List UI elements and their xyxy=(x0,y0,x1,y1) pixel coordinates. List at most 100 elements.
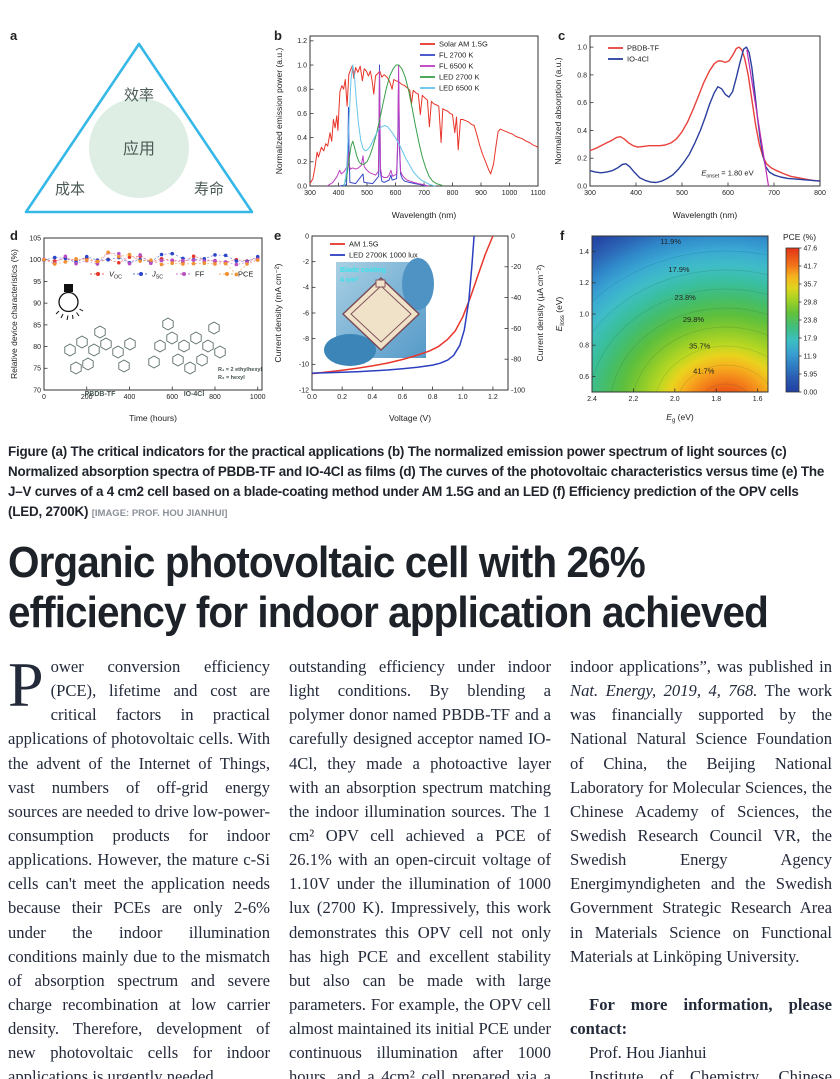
svg-text:70: 70 xyxy=(33,387,41,394)
svg-text:2.0: 2.0 xyxy=(670,396,680,403)
svg-text:-100: -100 xyxy=(511,387,525,394)
label-efficiency: 效率 xyxy=(124,87,154,104)
svg-text:17.9%: 17.9% xyxy=(668,265,690,274)
svg-text:2.2: 2.2 xyxy=(629,396,639,403)
colorbar-title: PCE (%) xyxy=(783,232,816,242)
svg-text:23.8: 23.8 xyxy=(804,317,818,324)
svg-text:PCE: PCE xyxy=(238,270,253,279)
contact-name: Prof. Hou Jianhui xyxy=(589,1043,707,1063)
svg-text:-4: -4 xyxy=(303,285,309,292)
svg-text:0.0: 0.0 xyxy=(297,183,307,190)
molecule-label-pbdb-tf: PBDB-TF xyxy=(85,391,116,398)
jv-curves-chart: Voltage (V) Current density (mA cm⁻²) Cu… xyxy=(273,233,545,423)
contact-affiliation: Institute of Chemistry, Chinese Academy … xyxy=(589,1067,832,1079)
svg-text:LED 2700 K: LED 2700 K xyxy=(439,73,479,82)
svg-text:AM 1.5G: AM 1.5G xyxy=(349,240,379,249)
y-axis-label-left: Current density (mA cm⁻²) xyxy=(273,263,283,362)
svg-text:1.2: 1.2 xyxy=(579,280,589,287)
svg-text:100: 100 xyxy=(29,257,41,264)
svg-text:75: 75 xyxy=(33,366,41,373)
svg-text:5.95: 5.95 xyxy=(804,371,818,378)
panel-letter-c: c xyxy=(558,28,566,43)
svg-text:0: 0 xyxy=(42,394,46,401)
svg-text:35.7: 35.7 xyxy=(804,281,818,288)
svg-text:600: 600 xyxy=(166,394,178,401)
svg-text:29.8: 29.8 xyxy=(804,299,818,306)
criteria-triangle-diagram: 效率 应用 成本 寿命 xyxy=(24,42,254,214)
figure-panel-d: d Time (hours) Relative device character… xyxy=(8,228,270,430)
label-application: 应用 xyxy=(123,139,155,158)
svg-text:400: 400 xyxy=(630,190,642,197)
plot-frame xyxy=(589,35,821,187)
paragraph: indoor applications”, was published in N… xyxy=(570,656,832,966)
y-axis-label: Relative device characteristics (%) xyxy=(9,249,19,379)
svg-text:35.7%: 35.7% xyxy=(689,341,711,350)
svg-text:800: 800 xyxy=(447,190,459,197)
svg-text:300: 300 xyxy=(584,190,596,197)
figure-panels: a 效率 应用 成本 寿命 b Wavelength (nm) Normaliz… xyxy=(8,28,832,430)
colorbar xyxy=(785,247,800,393)
molecule-structure-pbdb-tf xyxy=(64,325,136,375)
svg-text:IO-4Cl: IO-4Cl xyxy=(627,55,649,64)
molecule-structure-io-4cl xyxy=(148,317,226,375)
svg-text:LED 6500 K: LED 6500 K xyxy=(439,84,479,93)
y-axis-label-right: Current density (µA cm⁻²) xyxy=(535,264,545,361)
svg-text:FL 2700 K: FL 2700 K xyxy=(439,51,473,60)
panel-letter-a: a xyxy=(10,28,18,43)
svg-text:0.2: 0.2 xyxy=(337,394,347,401)
svg-text:0.8: 0.8 xyxy=(579,343,589,350)
svg-text:1.4: 1.4 xyxy=(579,249,589,256)
svg-text:800: 800 xyxy=(209,394,221,401)
svg-text:VOC: VOC xyxy=(109,270,122,281)
figure-caption-text: Figure (a) The critical indicators for t… xyxy=(8,444,825,520)
svg-text:1.2: 1.2 xyxy=(297,38,307,45)
svg-text:0.4: 0.4 xyxy=(367,394,377,401)
svg-text:400: 400 xyxy=(124,394,136,401)
svg-text:-8: -8 xyxy=(303,336,309,343)
figure-caption: Figure (a) The critical indicators for t… xyxy=(8,442,832,522)
y-axis-label: Normalized absorption (a.u.) xyxy=(553,57,563,164)
svg-text:0.4: 0.4 xyxy=(297,135,307,142)
application-circle xyxy=(89,98,189,198)
svg-text:11.9: 11.9 xyxy=(804,353,817,360)
svg-text:700: 700 xyxy=(418,190,430,197)
body-column-2: outstanding efficiency under indoor ligh… xyxy=(289,655,551,1079)
svg-text:11.9%: 11.9% xyxy=(660,237,681,246)
svg-text:500: 500 xyxy=(676,190,688,197)
opv-cell-sample xyxy=(341,277,421,351)
label-cost: 成本 xyxy=(55,181,85,198)
image-credit: [IMAGE: PROF. HOU JIANHUI] xyxy=(91,508,228,520)
heatmap-surface xyxy=(592,236,768,392)
svg-text:1.0: 1.0 xyxy=(297,62,307,69)
svg-text:0: 0 xyxy=(305,233,309,240)
svg-text:1.0: 1.0 xyxy=(577,45,587,52)
plot-frame xyxy=(43,237,263,391)
pce-prediction-heatmap: Eg (eV) Eloss (eV) PCE (%) 2.4 2.2 2.0 1.8 1… xyxy=(554,232,818,424)
figure-panel-a: a 效率 应用 成本 寿命 xyxy=(8,28,270,226)
svg-text:47.6: 47.6 xyxy=(804,245,818,252)
figure-panel-c: c Wavelength (nm) Normalized absorption … xyxy=(550,28,832,226)
svg-text:-40: -40 xyxy=(511,295,521,302)
svg-text:2.4: 2.4 xyxy=(587,396,597,403)
absorption-spectrum-chart: Wavelength (nm) Normalized absorption (a… xyxy=(553,35,826,220)
molecule-label-io-4cl: IO-4Cl xyxy=(184,391,205,398)
svg-text:1.2: 1.2 xyxy=(488,394,498,401)
svg-text:85: 85 xyxy=(33,322,41,329)
inset-label-blade-coating: Blade coating xyxy=(340,267,386,274)
svg-text:80: 80 xyxy=(33,344,41,351)
svg-text:0.00: 0.00 xyxy=(804,389,818,396)
svg-text:600: 600 xyxy=(722,190,734,197)
svg-text:JSC: JSC xyxy=(151,270,163,281)
svg-text:1.6: 1.6 xyxy=(753,396,763,403)
svg-text:17.9: 17.9 xyxy=(804,335,818,342)
svg-text:0.0: 0.0 xyxy=(307,394,317,401)
lightbulb-icon xyxy=(55,284,84,321)
svg-text:1.0: 1.0 xyxy=(458,394,468,401)
svg-text:41.7%: 41.7% xyxy=(693,366,715,375)
svg-text:400: 400 xyxy=(333,190,345,197)
r1-note: R₁ = 2 ethylhexyl xyxy=(218,367,262,373)
contact-heading: For more information, please contact: xyxy=(570,994,832,1038)
figure-panel-b: b Wavelength (nm) Normalized emission po… xyxy=(272,28,548,226)
svg-text:0.6: 0.6 xyxy=(577,100,587,107)
